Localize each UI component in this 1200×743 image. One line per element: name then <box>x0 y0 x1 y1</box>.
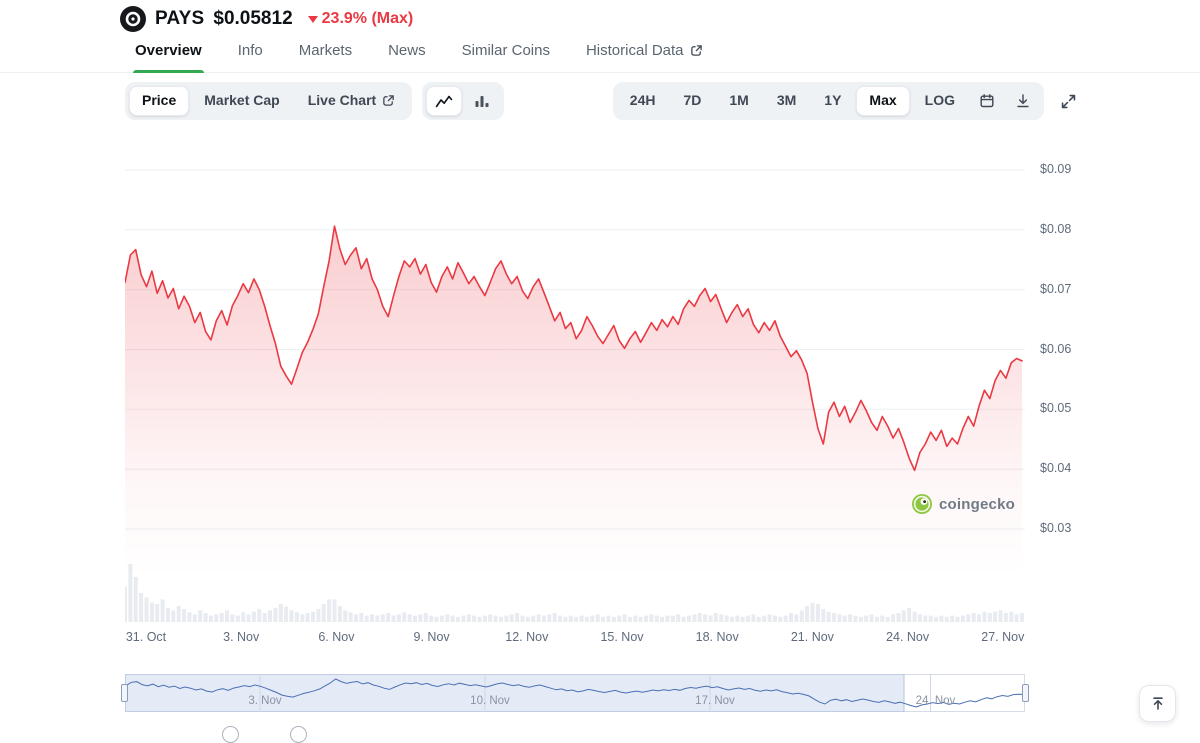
coin-logo <box>120 5 146 32</box>
legend-toggle[interactable] <box>222 726 239 743</box>
navigator-label: 17. Nov <box>695 695 735 707</box>
y-axis-label: $0.04 <box>1040 461 1072 476</box>
tabs-row: Overview Info Markets News Similar Coins… <box>0 36 1200 73</box>
price-chart-area: $0.09 $0.08 $0.07 $0.06 $0.05 $0.04 $0.03 coin… <box>120 144 1083 624</box>
x-axis-label: 3. Nov <box>223 630 260 644</box>
range-1y-button[interactable]: 1Y <box>811 86 854 115</box>
live-chart-button[interactable]: Live Chart <box>295 86 408 115</box>
log-scale-button[interactable]: LOG <box>912 86 968 115</box>
x-axis: 31. Oct 3. Nov 6. Nov 9. Nov 12. Nov 15. Nov 1… <box>120 630 1083 646</box>
down-triangle-icon <box>307 16 318 23</box>
scroll-to-top-button[interactable] <box>1139 685 1176 722</box>
tab-news[interactable]: News <box>388 42 426 59</box>
external-link-icon <box>383 95 394 107</box>
y-axis-label: $0.09 <box>1040 162 1072 176</box>
fullscreen-button[interactable] <box>1054 87 1083 116</box>
x-axis-label: 21. Nov <box>790 630 834 644</box>
coin-header: PAYS $0.05812 23.9% (Max) <box>120 0 1083 32</box>
coin-price: $0.05812 <box>213 7 293 29</box>
range-1m-button[interactable]: 1M <box>716 86 761 115</box>
y-axis-label: $0.08 <box>1040 221 1072 236</box>
bar-chart-type-button[interactable] <box>464 86 500 116</box>
price-button[interactable]: Price <box>129 86 190 116</box>
x-axis-label: 9. Nov <box>413 630 450 644</box>
navigator-left-handle[interactable] <box>121 684 128 702</box>
range-max-button[interactable]: Max <box>856 86 910 116</box>
watermark-text: coingecko <box>939 495 1015 513</box>
download-icon <box>1017 94 1029 108</box>
arrow-up-icon <box>1152 696 1163 710</box>
x-axis-label: 12. Nov <box>505 630 549 644</box>
x-axis-label: 18. Nov <box>695 630 739 644</box>
y-axis-label: $0.07 <box>1040 281 1072 296</box>
market-cap-button[interactable]: Market Cap <box>191 86 292 115</box>
tab-similar-coins[interactable]: Similar Coins <box>461 42 550 59</box>
calendar-button[interactable] <box>970 86 1004 116</box>
y-axis-label: $0.03 <box>1040 521 1072 535</box>
metric-switcher: Price Market Cap Live Chart <box>125 82 413 120</box>
range-navigator[interactable]: 3. Nov 10. Nov 17. Nov 24. Nov <box>121 674 1029 712</box>
coingecko-logo-icon <box>912 494 932 514</box>
y-axis-label: $0.06 <box>1040 341 1072 356</box>
range-3m-button[interactable]: 3M <box>764 86 809 115</box>
x-axis-label: 24. Nov <box>886 630 930 644</box>
range-switcher: 24H 7D 1M 3M 1Y Max LOG <box>612 82 1044 120</box>
range-24h-button[interactable]: 24H <box>617 86 669 115</box>
line-chart-icon <box>435 95 453 108</box>
coin-symbol: PAYS <box>155 7 205 29</box>
x-axis-label: 15. Nov <box>600 630 644 644</box>
expand-icon <box>1061 94 1076 108</box>
navigator-right-handle[interactable] <box>1022 684 1029 702</box>
x-axis-label: 27. Nov <box>981 630 1025 644</box>
navigator-label: 10. Nov <box>470 695 510 707</box>
download-button[interactable] <box>1006 86 1040 116</box>
navigator-chart[interactable] <box>125 674 1025 712</box>
tab-overview[interactable]: Overview <box>133 36 204 73</box>
x-axis-label: 6. Nov <box>318 630 355 644</box>
price-chart[interactable] <box>125 144 1025 624</box>
calendar-icon <box>980 94 994 108</box>
line-chart-type-button[interactable] <box>426 86 463 116</box>
legend-toggle[interactable] <box>290 726 307 743</box>
x-axis-label: 31. Oct <box>125 630 167 644</box>
range-7d-button[interactable]: 7D <box>670 86 714 115</box>
external-link-icon <box>690 45 702 56</box>
chart-toolbar: Price Market Cap Live Chart <box>120 82 1083 120</box>
y-axis-label: $0.05 <box>1040 401 1072 416</box>
navigator-label: 3. Nov <box>248 695 282 707</box>
watermark: coingecko <box>912 494 1015 514</box>
tab-historical-data[interactable]: Historical Data <box>584 36 705 72</box>
navigator-label: 24. Nov <box>915 695 956 707</box>
chart-type-switcher <box>422 82 505 120</box>
bar-chart-icon <box>475 96 489 107</box>
tab-info[interactable]: Info <box>237 42 263 59</box>
price-change-text: 23.9% (Max) <box>321 9 414 27</box>
tab-markets[interactable]: Markets <box>298 42 353 59</box>
price-change: 23.9% (Max) <box>307 9 414 28</box>
